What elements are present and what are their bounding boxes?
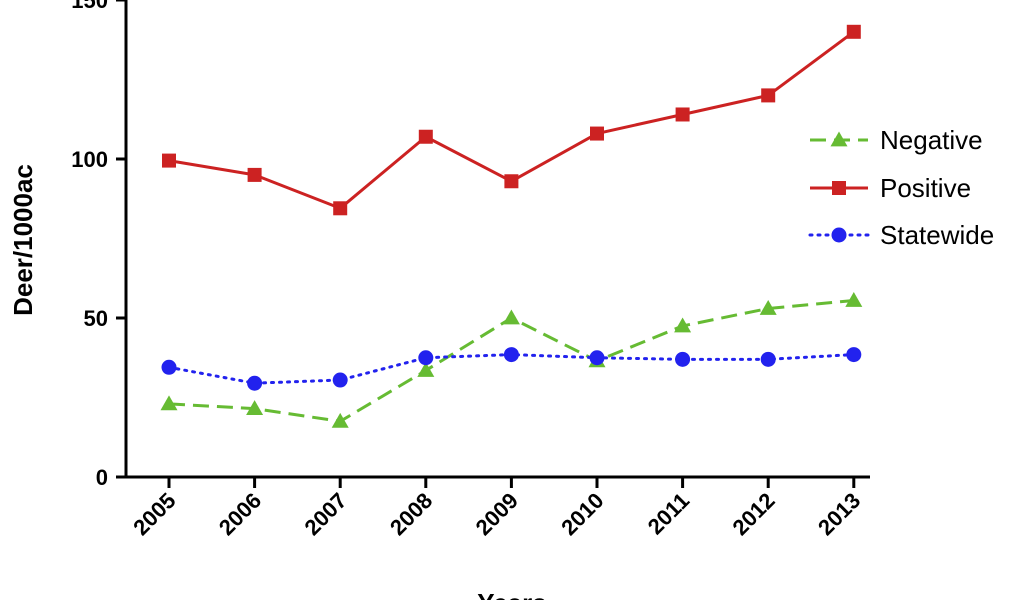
legend-label-statewide: Statewide — [880, 220, 994, 250]
series-statewide — [161, 347, 862, 391]
x-tick-label: 2011 — [643, 488, 694, 539]
data-point-negative — [845, 292, 863, 307]
legend-marker-statewide — [831, 227, 847, 243]
data-point-negative — [759, 299, 777, 315]
data-point-statewide — [675, 351, 691, 367]
x-tick-label: 2013 — [813, 488, 865, 540]
data-point-positive — [846, 24, 861, 39]
data-point-negative — [331, 412, 349, 428]
y-axis-title: Deer/1000ac — [8, 164, 38, 316]
series-positive — [162, 24, 861, 216]
x-ticks: 2005 2006 2007 2008 2009 2010 2011 2012 2013 — [128, 477, 865, 540]
data-point-positive — [761, 88, 776, 103]
data-point-statewide — [247, 375, 263, 391]
data-point-statewide — [503, 347, 519, 363]
legend-marker-positive — [832, 181, 846, 195]
data-point-negative — [674, 317, 692, 333]
x-tick-label: 2007 — [299, 488, 351, 540]
legend: Negative Positive Statewide — [808, 125, 994, 250]
data-point-negative — [502, 309, 520, 325]
data-point-positive — [590, 126, 604, 141]
data-point-positive — [418, 129, 433, 144]
data-point-statewide — [418, 350, 434, 366]
x-axis-title: Years — [477, 588, 546, 600]
x-tick-label: 2006 — [214, 488, 266, 540]
data-point-statewide — [332, 372, 348, 388]
data-point-positive — [675, 107, 690, 122]
y-tick-label: 50 — [84, 306, 108, 331]
x-tick-label: 2005 — [128, 488, 180, 540]
data-point-positive — [247, 167, 262, 182]
data-point-negative — [160, 395, 178, 411]
series-group — [160, 24, 863, 428]
x-tick-label: 2010 — [556, 488, 608, 540]
x-tick-label: 2008 — [385, 488, 437, 540]
legend-label-positive: Positive — [880, 173, 971, 203]
y-tick-label: 0 — [96, 465, 108, 490]
data-point-statewide — [760, 351, 776, 367]
data-point-negative — [417, 361, 435, 377]
y-ticks: 0 50 100 150 — [71, 0, 126, 490]
data-point-statewide — [846, 347, 862, 363]
data-point-statewide — [161, 359, 177, 375]
legend-label-negative: Negative — [880, 125, 983, 155]
y-tick-label: 100 — [71, 147, 108, 172]
data-point-positive — [162, 153, 176, 168]
legend-marker-negative — [830, 131, 848, 147]
y-tick-label: 150 — [71, 0, 108, 13]
data-point-statewide — [589, 350, 605, 366]
data-point-positive — [504, 174, 519, 189]
data-point-negative — [246, 400, 264, 416]
x-tick-label: 2012 — [727, 488, 779, 540]
data-point-positive — [333, 201, 348, 216]
x-tick-label: 2009 — [471, 488, 523, 540]
chart-axes — [124, 0, 870, 479]
